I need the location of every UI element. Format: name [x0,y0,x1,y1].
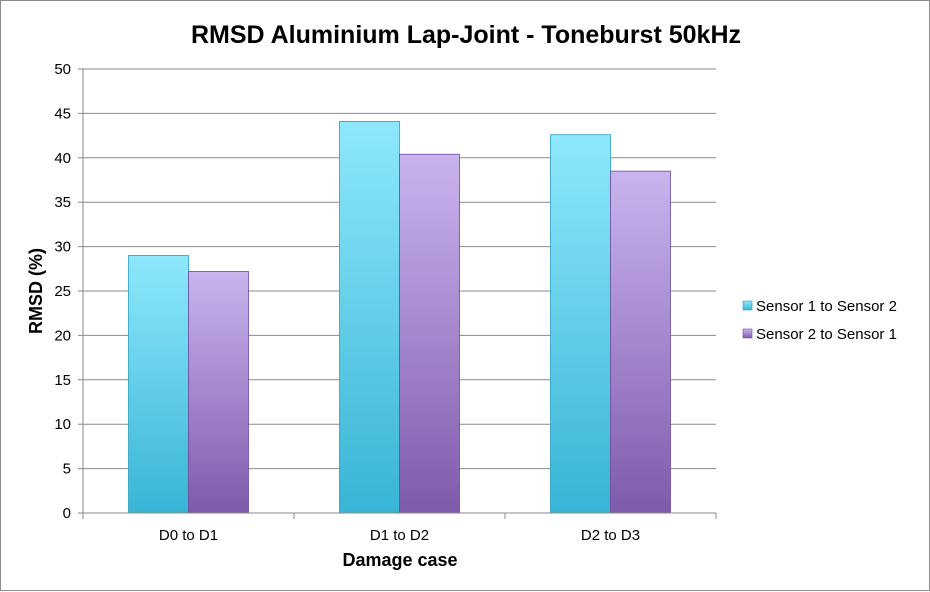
bar-series1-3 [550,134,611,514]
y-tick-label: 40 [54,150,71,167]
x-axis-label: Damage case [342,550,457,570]
x-tick-label: D2 to D3 [581,527,640,544]
bar-series1-2 [339,120,400,514]
legend-label-2: Sensor 2 to Sensor 1 [756,326,897,343]
y-tick-label: 20 [54,327,71,344]
legend-swatch-2 [742,328,753,339]
y-tick-labels: 0 5 10 15 20 25 30 35 40 45 50 [54,61,71,522]
y-tick-label: 10 [54,416,71,433]
y-tick-label: 5 [63,461,71,478]
y-tick-label: 0 [63,505,71,522]
bars [128,120,671,514]
bar-series2-3 [610,170,671,514]
y-tick-label: 15 [54,372,71,389]
y-tick-label: 25 [54,283,71,300]
y-tick-label: 50 [54,61,71,78]
y-axis-label: RMSD (%) [26,248,46,334]
bar-series2-2 [399,153,460,514]
y-tick-label: 35 [54,194,71,211]
axes [78,68,717,519]
y-tick-label: 30 [54,239,71,256]
bar-series2-1 [188,271,249,514]
x-tick-labels: D0 to D1 D1 to D2 D2 to D3 [159,527,640,544]
legend: Sensor 1 to Sensor 2 Sensor 2 to Sensor 1 [742,298,897,343]
y-tick-label: 45 [54,105,71,122]
x-tick-label: D0 to D1 [159,527,218,544]
bar-series1-1 [128,255,189,514]
legend-swatch-1 [742,300,753,311]
x-tick-label: D1 to D2 [370,527,429,544]
chart-title: RMSD Aluminium Lap-Joint - Toneburst 50k… [191,21,741,49]
legend-label-1: Sensor 1 to Sensor 2 [756,298,897,315]
